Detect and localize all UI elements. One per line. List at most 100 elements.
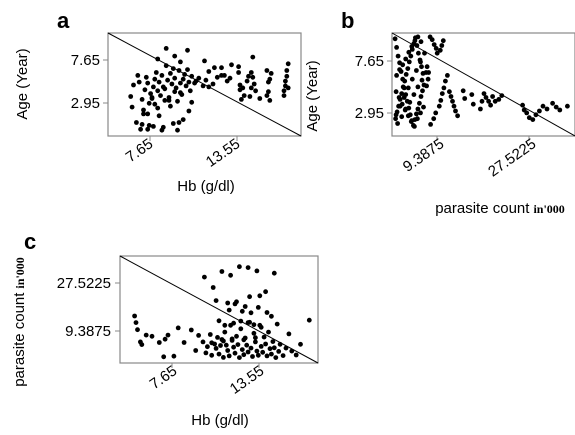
scatter-point <box>407 99 413 105</box>
scatter-point <box>148 91 154 96</box>
scatter-point <box>553 104 559 110</box>
scatter-point <box>540 103 546 109</box>
scatter-point <box>146 123 152 128</box>
scatter-point <box>215 335 220 340</box>
scatter-point <box>245 265 251 270</box>
scatter-point <box>281 93 287 98</box>
scatter-point <box>250 54 256 60</box>
scatter-point <box>403 106 409 112</box>
scatter-point <box>405 113 411 119</box>
scatter-point <box>223 342 229 348</box>
scatter-point <box>205 344 210 350</box>
scatter-point <box>146 100 152 106</box>
scatter-point <box>156 113 162 119</box>
scatter-point <box>209 352 215 358</box>
scatter-point <box>396 95 402 100</box>
scatter-point <box>483 95 489 100</box>
scatter-point <box>250 74 256 80</box>
scatter-point <box>247 94 253 99</box>
scatter-point <box>289 348 295 354</box>
scatter-point <box>436 103 442 109</box>
scatter-point <box>408 53 414 59</box>
scatter-point <box>450 98 455 104</box>
scatter-point <box>443 78 448 84</box>
scatter-point <box>395 121 400 126</box>
scatter-point <box>421 104 426 110</box>
scatter-point <box>248 70 254 75</box>
scatter-point <box>406 59 412 65</box>
scatter-point <box>438 98 444 103</box>
scatter-point <box>537 108 542 114</box>
scatter-point <box>250 354 255 359</box>
y-ticks-b: 7.65 2.95 <box>355 53 392 122</box>
scatter-point <box>196 333 202 338</box>
scatter-point <box>149 95 155 100</box>
scatter-point <box>242 304 248 309</box>
scatter-point <box>240 85 246 91</box>
scatter-point <box>218 343 223 348</box>
scatter-point <box>172 75 178 81</box>
scatter-point <box>409 44 415 49</box>
scatter-point <box>221 355 226 360</box>
x-axis-label-a: Hb (g/dl) <box>177 178 235 195</box>
scatter-point <box>142 87 148 93</box>
scatter-point <box>266 89 271 95</box>
scatter-point <box>441 85 447 91</box>
y-tick-label: 2.95 <box>71 95 100 112</box>
scatter-point <box>274 321 280 327</box>
x-axis-label-b-suffix: in'000 <box>533 202 564 216</box>
scatter-point <box>392 36 398 42</box>
scatter-point <box>155 56 161 62</box>
scatter-point <box>152 76 158 82</box>
scatter-point <box>170 66 176 71</box>
scatter-point <box>160 124 166 130</box>
scatter-point <box>424 64 430 70</box>
scatter-point <box>439 43 445 48</box>
scatter-point <box>248 85 254 91</box>
scatter-point <box>403 56 409 62</box>
scatter-point <box>406 49 412 55</box>
scatter-point <box>470 101 476 107</box>
scatter-point <box>168 103 173 109</box>
scatter-points-b <box>392 34 570 129</box>
y-axis-label-c-suffix: in'000 <box>13 257 27 288</box>
scatter-point <box>397 67 402 72</box>
scatter-point <box>399 114 405 120</box>
scatter-point <box>414 68 419 73</box>
scatter-point <box>175 325 181 331</box>
x-ticks-a: 7.65 13.55 <box>123 135 244 170</box>
scatter-point <box>257 293 263 299</box>
scatter-point <box>145 80 151 86</box>
scatter-point <box>266 329 271 335</box>
scatter-point <box>418 94 424 99</box>
scatter-point <box>141 111 146 117</box>
scatter-point <box>206 84 212 90</box>
scatter-point <box>397 103 403 109</box>
scatter-point <box>170 121 176 126</box>
scatter-point <box>405 66 411 71</box>
scatter-point <box>400 84 406 90</box>
y-ticks-a: 7.65 2.95 <box>71 52 108 112</box>
y-axis-label-c-main: parasite count <box>11 292 28 387</box>
scatter-point <box>415 84 421 90</box>
scatter-points-c <box>132 264 312 360</box>
scatter-point <box>132 313 138 319</box>
scatter-point <box>178 59 183 65</box>
scatter-point <box>209 340 215 346</box>
scatter-point <box>172 53 178 59</box>
scatter-point <box>175 127 180 133</box>
scatter-point <box>185 47 190 53</box>
scatter-point <box>428 122 433 127</box>
scatter-point <box>178 80 183 86</box>
scatter-point <box>156 340 162 345</box>
scatter-point <box>200 339 206 345</box>
scatter-point <box>227 75 233 81</box>
scatter-point <box>298 341 303 347</box>
scatter-point <box>267 346 273 352</box>
scatter-point <box>165 332 171 338</box>
scatter-point <box>394 73 399 78</box>
scatter-point <box>271 345 277 351</box>
scatter-point <box>239 308 245 314</box>
scatter-point <box>258 344 264 349</box>
scatter-point <box>193 348 199 353</box>
